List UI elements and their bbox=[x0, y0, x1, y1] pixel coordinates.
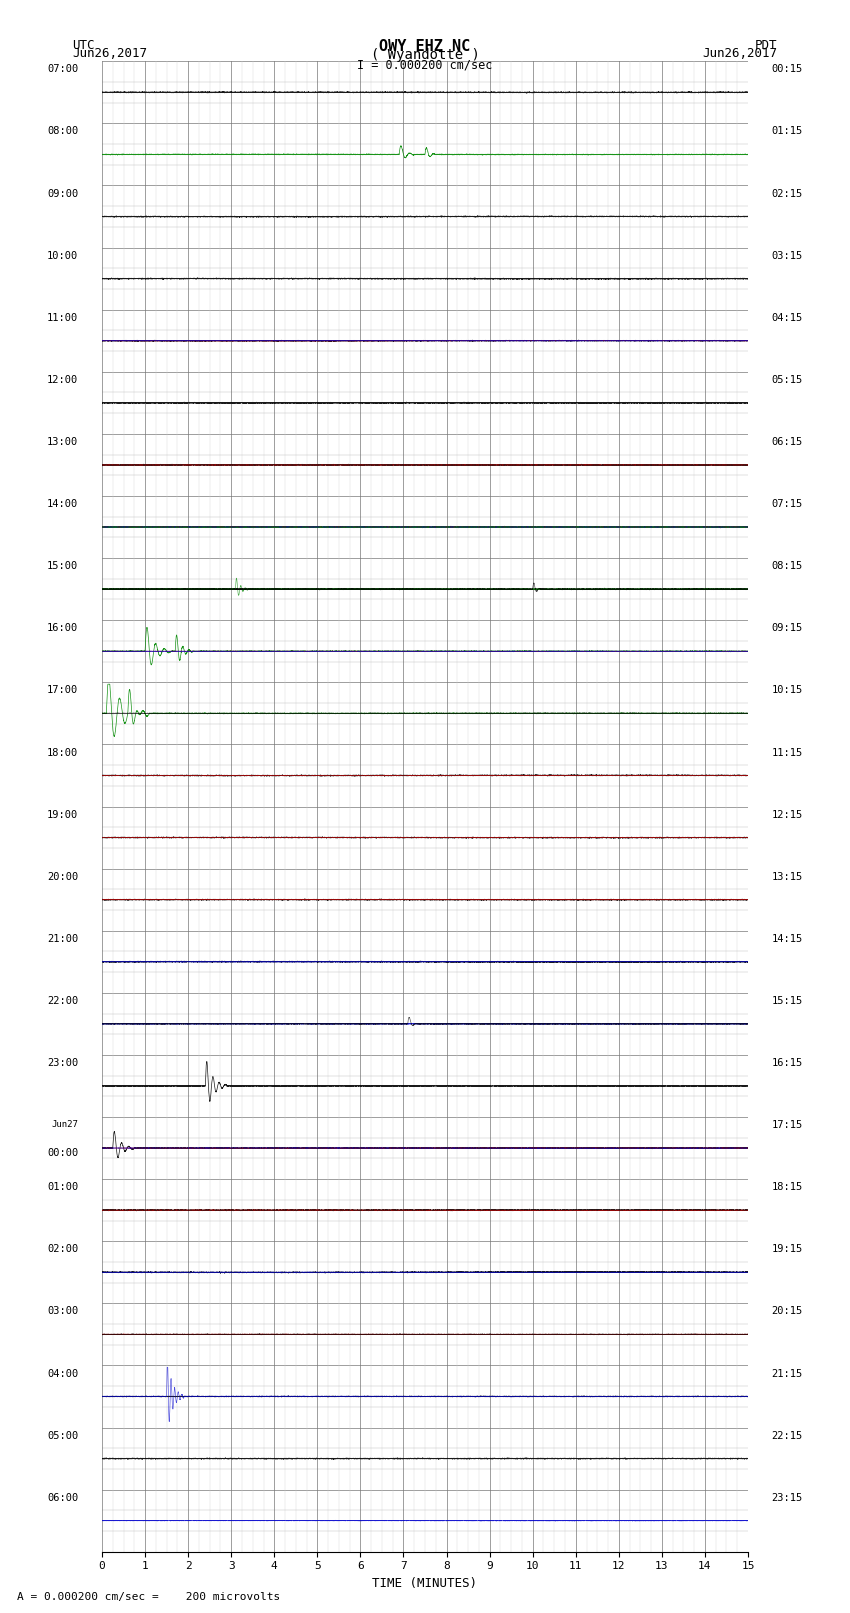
Text: 07:00: 07:00 bbox=[47, 65, 78, 74]
Text: 06:15: 06:15 bbox=[772, 437, 803, 447]
Text: 02:15: 02:15 bbox=[772, 189, 803, 198]
Text: 10:15: 10:15 bbox=[772, 686, 803, 695]
Text: 18:15: 18:15 bbox=[772, 1182, 803, 1192]
Text: 02:00: 02:00 bbox=[47, 1244, 78, 1255]
Text: 01:00: 01:00 bbox=[47, 1182, 78, 1192]
Text: 04:00: 04:00 bbox=[47, 1368, 78, 1379]
Text: 09:15: 09:15 bbox=[772, 623, 803, 634]
Text: OWY EHZ NC: OWY EHZ NC bbox=[379, 39, 471, 53]
Text: 09:00: 09:00 bbox=[47, 189, 78, 198]
X-axis label: TIME (MINUTES): TIME (MINUTES) bbox=[372, 1578, 478, 1590]
Text: 15:00: 15:00 bbox=[47, 561, 78, 571]
Text: 16:00: 16:00 bbox=[47, 623, 78, 634]
Text: 21:00: 21:00 bbox=[47, 934, 78, 944]
Text: 19:00: 19:00 bbox=[47, 810, 78, 819]
Text: 22:00: 22:00 bbox=[47, 995, 78, 1007]
Text: 11:15: 11:15 bbox=[772, 747, 803, 758]
Text: 08:00: 08:00 bbox=[47, 126, 78, 137]
Text: 22:15: 22:15 bbox=[772, 1431, 803, 1440]
Text: 05:00: 05:00 bbox=[47, 1431, 78, 1440]
Text: I = 0.000200 cm/sec: I = 0.000200 cm/sec bbox=[357, 58, 493, 71]
Text: 13:00: 13:00 bbox=[47, 437, 78, 447]
Text: Jun26,2017: Jun26,2017 bbox=[703, 47, 778, 60]
Text: 20:00: 20:00 bbox=[47, 871, 78, 882]
Text: 11:00: 11:00 bbox=[47, 313, 78, 323]
Text: ( Wyandotte ): ( Wyandotte ) bbox=[371, 48, 479, 63]
Text: 12:15: 12:15 bbox=[772, 810, 803, 819]
Text: 14:15: 14:15 bbox=[772, 934, 803, 944]
Text: 06:00: 06:00 bbox=[47, 1492, 78, 1503]
Text: 10:00: 10:00 bbox=[47, 250, 78, 261]
Text: 16:15: 16:15 bbox=[772, 1058, 803, 1068]
Text: PDT: PDT bbox=[756, 39, 778, 52]
Text: 19:15: 19:15 bbox=[772, 1244, 803, 1255]
Text: 07:15: 07:15 bbox=[772, 498, 803, 510]
Text: Jun26,2017: Jun26,2017 bbox=[72, 47, 147, 60]
Text: 23:15: 23:15 bbox=[772, 1492, 803, 1503]
Text: 00:00: 00:00 bbox=[47, 1148, 78, 1158]
Text: 01:15: 01:15 bbox=[772, 126, 803, 137]
Text: 12:00: 12:00 bbox=[47, 374, 78, 386]
Text: A = 0.000200 cm/sec =    200 microvolts: A = 0.000200 cm/sec = 200 microvolts bbox=[17, 1592, 280, 1602]
Text: 15:15: 15:15 bbox=[772, 995, 803, 1007]
Text: 13:15: 13:15 bbox=[772, 871, 803, 882]
Text: 00:15: 00:15 bbox=[772, 65, 803, 74]
Text: 23:00: 23:00 bbox=[47, 1058, 78, 1068]
Text: 18:00: 18:00 bbox=[47, 747, 78, 758]
Text: 04:15: 04:15 bbox=[772, 313, 803, 323]
Text: 21:15: 21:15 bbox=[772, 1368, 803, 1379]
Text: Jun27: Jun27 bbox=[52, 1119, 78, 1129]
Text: 03:15: 03:15 bbox=[772, 250, 803, 261]
Text: 17:00: 17:00 bbox=[47, 686, 78, 695]
Text: 14:00: 14:00 bbox=[47, 498, 78, 510]
Text: 05:15: 05:15 bbox=[772, 374, 803, 386]
Text: UTC: UTC bbox=[72, 39, 94, 52]
Text: 03:00: 03:00 bbox=[47, 1307, 78, 1316]
Text: 08:15: 08:15 bbox=[772, 561, 803, 571]
Text: 17:15: 17:15 bbox=[772, 1119, 803, 1131]
Text: 20:15: 20:15 bbox=[772, 1307, 803, 1316]
